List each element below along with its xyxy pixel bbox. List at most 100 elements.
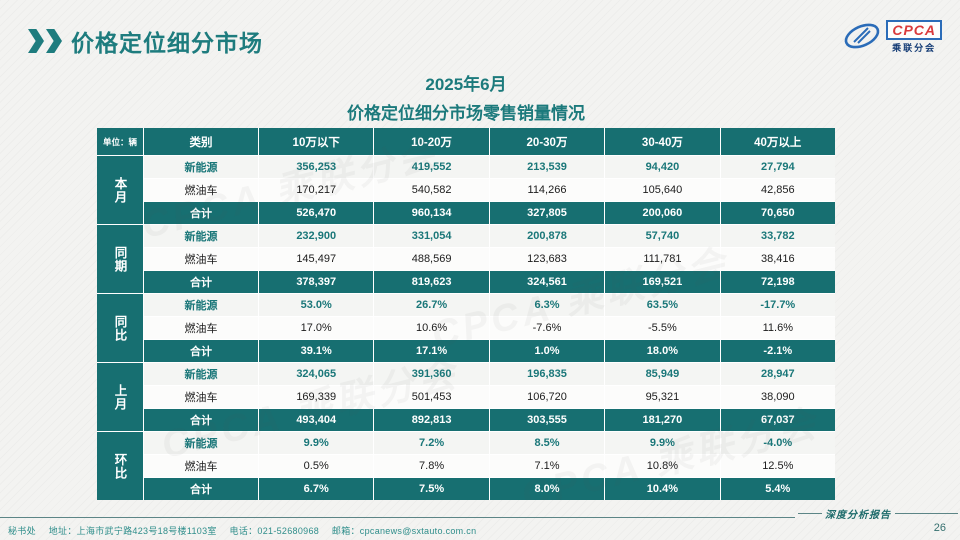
footer-email: 邮箱：cpcanews@sxtauto.com.cn [331, 526, 477, 536]
table-cell: 17.1% [374, 340, 489, 362]
table-cell: 540,582 [374, 179, 489, 201]
table-cell: 27,794 [720, 156, 835, 178]
table-cell: -2.1% [720, 340, 835, 362]
table-cell: 105,640 [605, 179, 720, 201]
table-cell: 18.0% [605, 340, 720, 362]
table-cell: 123,683 [489, 248, 605, 270]
table-cell: 39.1% [259, 340, 374, 362]
table-cell: 892,813 [374, 409, 489, 431]
table-cell: 169,339 [259, 386, 374, 408]
table-cell: 7.1% [489, 455, 605, 477]
row-label-nev: 新能源 [144, 225, 258, 247]
row-label-nev: 新能源 [144, 156, 258, 178]
row-label-fuel: 燃油车 [144, 248, 258, 270]
row-label-total: 合计 [144, 271, 258, 293]
table-cell: 196,835 [489, 363, 605, 385]
table-cell: 331,054 [374, 225, 489, 247]
table-cell: 0.5% [259, 455, 374, 477]
footer-address: 地址：上海市武宁路423号18号楼1103室 [48, 526, 217, 536]
row-label-fuel: 燃油车 [144, 317, 258, 339]
table-cell: 169,521 [605, 271, 720, 293]
table-cell: 63.5% [605, 294, 720, 316]
table-cell: 10.6% [374, 317, 489, 339]
table-cell: 12.5% [720, 455, 835, 477]
table-cell: 356,253 [259, 156, 374, 178]
row-label-total: 合计 [144, 340, 258, 362]
table-cell: 67,037 [720, 409, 835, 431]
table-cell: 200,878 [489, 225, 605, 247]
table-cell: -7.6% [489, 317, 605, 339]
table-cell: 493,404 [259, 409, 374, 431]
table-cell: 38,416 [720, 248, 835, 270]
page-title: 价格定位细分市场 [71, 30, 263, 56]
table-cell: 391,360 [374, 363, 489, 385]
report-type-label: 深度分析报告 [825, 510, 891, 521]
table-cell: 57,740 [605, 225, 720, 247]
table-cell: 53.0% [259, 294, 374, 316]
table-cell: -4.0% [720, 432, 835, 454]
table-cell: 106,720 [489, 386, 605, 408]
header-bar: 价格定位细分市场 [28, 24, 263, 58]
row-label-fuel: 燃油车 [144, 179, 258, 201]
page-number: 26 [933, 522, 946, 534]
sales-table-grid: 单位：辆 类别 10万以下 10-20万 20-30万 30-40万 40万以上… [97, 128, 835, 500]
table-cell: 114,266 [489, 179, 605, 201]
table-cell: 38,090 [720, 386, 835, 408]
column-header-over40: 40万以上 [720, 128, 835, 155]
table-cell: 324,561 [489, 271, 605, 293]
table-cell: 70,650 [720, 202, 835, 224]
column-header-category: 类别 [144, 128, 258, 155]
table-cell: 33,782 [720, 225, 835, 247]
table-cell: 85,949 [605, 363, 720, 385]
sales-table: 单位：辆 类别 10万以下 10-20万 20-30万 30-40万 40万以上… [97, 128, 835, 500]
table-cell: 17.0% [259, 317, 374, 339]
report-title-date: 2025年6月 [425, 75, 507, 94]
table-cell: 7.8% [374, 455, 489, 477]
table-cell: 26.7% [374, 294, 489, 316]
report-type-rule-left [798, 513, 822, 514]
table-cell: -17.7% [720, 294, 835, 316]
row-label-nev: 新能源 [144, 363, 258, 385]
table-cell: -5.5% [605, 317, 720, 339]
cpca-swoosh-icon [845, 23, 880, 49]
report-type-rule-right [895, 513, 958, 514]
report-title-subject: 价格定位细分市场零售销量情况 [347, 104, 585, 123]
footer-phone: 电话：021-52680968 [229, 526, 320, 536]
table-cell: 6.3% [489, 294, 605, 316]
table-cell: 111,781 [605, 248, 720, 270]
table-cell: 324,065 [259, 363, 374, 385]
table-cell: 170,217 [259, 179, 374, 201]
table-cell: 7.5% [374, 478, 489, 500]
table-cell: 5.4% [720, 478, 835, 500]
table-cell: 526,470 [259, 202, 374, 224]
row-label-fuel: 燃油车 [144, 386, 258, 408]
table-cell: 181,270 [605, 409, 720, 431]
table-cell: 9.9% [605, 432, 720, 454]
table-cell: 8.0% [489, 478, 605, 500]
column-header-10-20: 10-20万 [374, 128, 489, 155]
chevron-right-icon [46, 29, 62, 53]
cpca-logo-subtitle: 乘联分会 [892, 43, 937, 53]
chevron-right-icon [28, 29, 44, 53]
unit-label: 单位：辆 [97, 128, 143, 155]
table-cell: 419,552 [374, 156, 489, 178]
table-cell: 11.6% [720, 317, 835, 339]
table-cell: 1.0% [489, 340, 605, 362]
cpca-logo-text: CPCA [886, 20, 942, 40]
table-cell: 819,623 [374, 271, 489, 293]
table-cell: 10.8% [605, 455, 720, 477]
row-label-fuel: 燃油车 [144, 455, 258, 477]
row-label-total: 合计 [144, 409, 258, 431]
table-cell: 94,420 [605, 156, 720, 178]
table-cell: 8.5% [489, 432, 605, 454]
table-cell: 72,198 [720, 271, 835, 293]
column-header-under10: 10万以下 [259, 128, 374, 155]
table-cell: 42,856 [720, 179, 835, 201]
table-cell: 6.7% [259, 478, 374, 500]
row-group-label: 环比 [97, 432, 143, 500]
table-cell: 327,805 [489, 202, 605, 224]
footer-contact: 秘书处 地址：上海市武宁路423号18号楼1103室 电话：021-526809… [8, 524, 486, 537]
table-cell: 145,497 [259, 248, 374, 270]
footer-rule [0, 517, 795, 518]
footer-secretariat: 秘书处 [8, 526, 36, 536]
